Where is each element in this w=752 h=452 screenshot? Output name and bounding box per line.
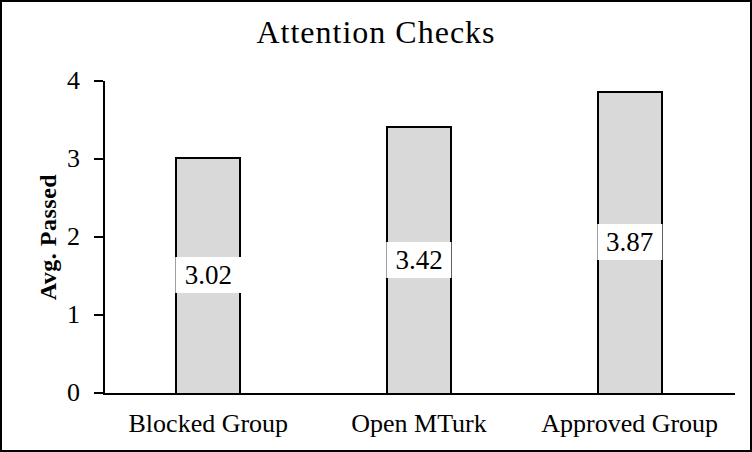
- chart-title: Attention Checks: [2, 15, 750, 49]
- x-category-label: Blocked Group: [129, 410, 289, 438]
- y-tick-label: 0: [36, 378, 80, 408]
- attention-checks-bar-chart: Attention Checks Avg. Passed 01234 3.023…: [0, 0, 752, 452]
- bar-value-label: 3.87: [597, 224, 662, 260]
- bar-value-label: 3.42: [386, 242, 451, 278]
- y-tick-mark: [94, 158, 103, 160]
- y-tick-label: 2: [36, 222, 80, 252]
- y-tick-mark: [94, 236, 103, 238]
- y-tick-mark: [94, 314, 103, 316]
- x-category-label: Open MTurk: [351, 410, 487, 438]
- y-tick-label: 1: [36, 300, 80, 330]
- y-tick-label: 4: [36, 66, 80, 96]
- y-tick-mark: [94, 392, 103, 394]
- y-tick-mark: [94, 80, 103, 82]
- y-axis-line: [103, 81, 105, 395]
- bar-value-label: 3.02: [176, 257, 241, 293]
- x-category-label: Approved Group: [541, 410, 718, 438]
- y-tick-label: 3: [36, 144, 80, 174]
